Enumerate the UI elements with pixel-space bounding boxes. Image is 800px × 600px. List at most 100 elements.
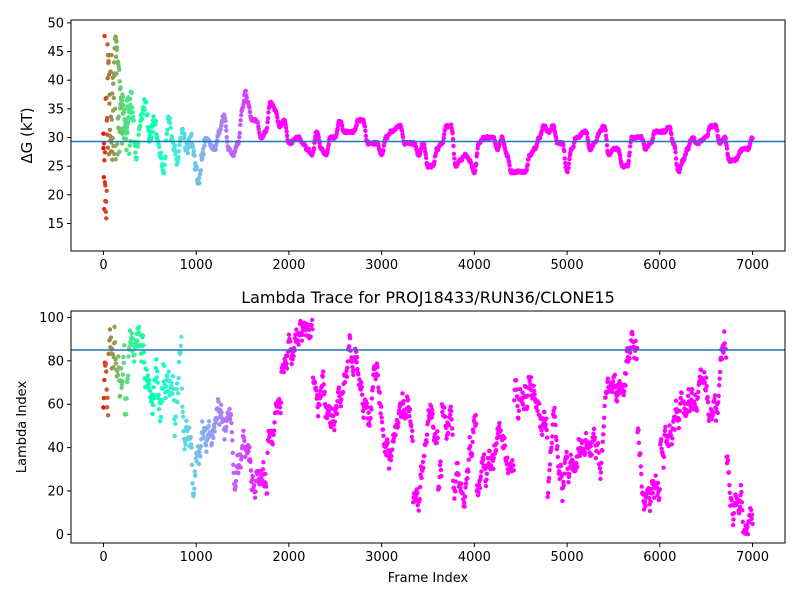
lambda-point: [537, 401, 542, 406]
lambda-point: [562, 460, 567, 466]
lambda-point: [455, 460, 460, 466]
lambda-point: [516, 416, 521, 421]
lambda-point: [175, 399, 180, 405]
lambda-point: [573, 468, 578, 473]
lambda-point: [612, 372, 618, 378]
lambda-point: [417, 496, 422, 502]
dg-point: [102, 150, 108, 155]
lambda-point: [345, 365, 350, 370]
lambda-point: [197, 450, 202, 455]
lambda-point: [374, 361, 380, 366]
lambda-point: [465, 475, 470, 481]
lambda-point: [289, 361, 294, 367]
lambda-point: [294, 327, 299, 332]
lambda-point: [224, 424, 229, 430]
lambda-point: [150, 411, 155, 417]
lambda-point: [452, 496, 457, 501]
dg-point: [192, 153, 197, 158]
dg-point: [106, 59, 111, 64]
lambda-point: [599, 460, 604, 466]
dg-point: [571, 144, 576, 149]
lambda-point: [393, 432, 398, 438]
lambda-point: [659, 446, 664, 451]
lambda-point: [271, 432, 276, 438]
lambda-point: [336, 385, 342, 390]
lambda-point: [228, 412, 234, 417]
lambda-point: [229, 430, 235, 435]
lambda-point: [420, 459, 426, 465]
dg-point: [106, 53, 111, 58]
lambda-point: [648, 499, 653, 504]
dg-point: [473, 168, 478, 173]
y-tick-label: 0: [56, 528, 64, 543]
lambda-point: [118, 366, 124, 371]
lambda-point: [188, 435, 193, 440]
y-tick-label: 20: [47, 484, 64, 499]
lambda-point: [354, 360, 359, 365]
lambda-point: [376, 385, 381, 390]
dg-point: [306, 146, 312, 151]
lambda-point: [286, 332, 292, 337]
lambda-point: [528, 375, 534, 380]
lambda-point: [351, 368, 357, 373]
lambda-point: [419, 475, 424, 481]
lambda-point: [445, 430, 451, 436]
lambda-point: [534, 405, 539, 410]
lambda-point: [141, 350, 146, 355]
lambda-point: [332, 419, 338, 424]
lambda-point: [596, 450, 601, 455]
lambda-point: [123, 412, 129, 417]
lambda-point: [639, 484, 644, 489]
lambda-point: [670, 436, 675, 441]
lambda-point: [583, 430, 589, 436]
lambda-point: [444, 436, 449, 441]
lambda-point: [717, 376, 722, 381]
lambda-point: [422, 453, 427, 459]
lambda-point: [439, 473, 444, 479]
lambda-point: [748, 507, 754, 513]
dg-point: [325, 147, 331, 152]
lambda-point: [101, 405, 106, 410]
lambda-point: [695, 395, 701, 400]
dg-point: [362, 124, 368, 129]
dg-point: [669, 131, 674, 137]
lambda-point: [647, 508, 653, 514]
dg-point: [104, 95, 109, 101]
lambda-point: [727, 490, 733, 495]
lambda-point: [605, 376, 611, 381]
x-tick-label: 1000: [180, 550, 213, 565]
lambda-point: [278, 400, 284, 405]
lambda-point: [520, 390, 525, 395]
dg-point: [143, 100, 149, 105]
dg-point: [106, 72, 112, 77]
lambda-point: [531, 383, 536, 389]
lambda-point: [417, 484, 423, 490]
lambda-point: [545, 494, 550, 500]
lambda-point: [242, 438, 247, 444]
lambda-point: [135, 338, 140, 343]
lambda-point: [601, 424, 606, 429]
lambda-point: [231, 462, 236, 467]
lambda-point: [407, 407, 413, 412]
lambda-point: [531, 388, 537, 394]
dg-point: [363, 128, 368, 134]
dg-point: [130, 110, 135, 115]
lambda-point: [250, 473, 255, 479]
dg-point: [326, 141, 331, 147]
dg-point: [224, 134, 229, 140]
lambda-point: [271, 428, 277, 433]
dg-point: [626, 158, 631, 164]
lambda-point: [514, 394, 520, 399]
lambda-point: [163, 395, 168, 401]
lambda-point: [535, 408, 540, 413]
lambda-point: [745, 524, 750, 530]
lambda-point: [312, 380, 318, 385]
lambda-point: [438, 467, 444, 473]
dg-point: [105, 145, 111, 150]
lambda-point: [264, 491, 270, 496]
dg-point: [151, 114, 156, 119]
lambda-point: [380, 427, 386, 432]
dg-point: [524, 167, 529, 172]
lambda-point: [502, 443, 508, 448]
lambda-point: [261, 460, 266, 465]
